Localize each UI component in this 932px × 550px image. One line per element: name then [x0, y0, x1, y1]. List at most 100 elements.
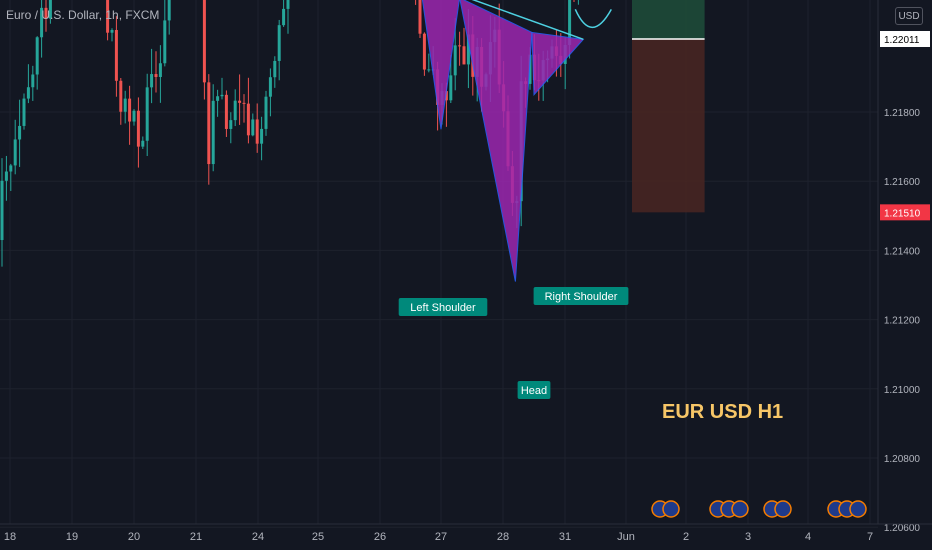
candle-body	[110, 29, 114, 33]
chart-caption: EUR USD H1	[662, 401, 783, 423]
candle-body	[35, 37, 39, 75]
candle-body	[114, 29, 118, 81]
candle-body	[251, 119, 255, 136]
candle-body	[277, 25, 281, 61]
candle-body	[4, 171, 8, 181]
pattern-labels: Left Shoulder Head Right Shoulder EUR USD H…	[398, 287, 783, 423]
candle-body	[462, 46, 466, 65]
y-tick-label: 1.21000	[884, 385, 921, 396]
candle-body	[268, 77, 272, 97]
x-tick-label: 7	[867, 531, 873, 543]
candle-body	[224, 94, 228, 129]
candle-body	[211, 100, 215, 165]
label-right-shoulder: Right Shoulder	[545, 291, 618, 303]
candle-body	[40, 7, 44, 38]
right-shoulder-shape	[531, 31, 585, 96]
candle-body	[255, 119, 259, 144]
x-tick-label: 24	[252, 531, 264, 543]
candle-body	[242, 102, 246, 104]
tag-stop-box	[880, 204, 930, 221]
y-tick-label: 1.21600	[884, 177, 921, 188]
x-tick-label: 19	[66, 531, 78, 543]
grid	[0, 0, 878, 528]
candle-body	[123, 98, 127, 112]
candle-body	[528, 54, 532, 84]
candle-body	[150, 74, 154, 88]
x-tick-label: Jun	[617, 531, 635, 543]
candle-body	[9, 165, 13, 172]
neckline	[471, 0, 584, 41]
x-tick-label: 26	[374, 531, 386, 543]
candle-body	[220, 94, 224, 97]
price-lines	[632, 38, 705, 40]
candle-body	[106, 0, 110, 33]
chart-title: Euro / U.S. Dollar, 1h, FXCM	[6, 8, 160, 22]
head-shape	[459, 0, 533, 282]
candle-body	[141, 140, 145, 147]
x-tick-label: 28	[497, 531, 509, 543]
event-flag-icon	[849, 500, 867, 518]
left-shoulder-shape	[421, 0, 460, 130]
x-tick-label: 2	[683, 531, 689, 543]
candle-body	[282, 8, 286, 26]
candle-body	[233, 100, 237, 121]
x-tick-label: 31	[559, 531, 571, 543]
label-head-box	[517, 381, 551, 399]
candle-body	[286, 0, 290, 9]
candle-body	[18, 125, 22, 140]
label-left-shoulder-box	[398, 298, 488, 316]
candle-body	[119, 80, 123, 112]
tag-stop: 1.21510	[884, 208, 921, 219]
x-tick-label: 27	[435, 531, 447, 543]
candle-body	[202, 0, 206, 83]
candle-body	[0, 180, 4, 241]
candle-body	[163, 20, 167, 64]
candle-body	[158, 63, 162, 77]
y-tick-label: 1.20600	[884, 523, 921, 534]
label-head: Head	[521, 385, 547, 397]
candle-body	[273, 60, 277, 78]
x-tick-label: 4	[805, 531, 811, 543]
x-tick-label: 21	[190, 531, 202, 543]
label-right-shoulder-box	[533, 287, 629, 305]
candle-body	[444, 91, 448, 101]
candle-body	[453, 45, 457, 76]
candle-body	[229, 120, 233, 129]
y-tick-label: 1.20800	[884, 454, 921, 465]
candle-body	[48, 0, 52, 19]
candle-body	[154, 74, 158, 77]
candle-body	[44, 7, 48, 19]
candle-body	[260, 128, 264, 144]
x-tick-label: 18	[4, 531, 16, 543]
candle-body	[246, 103, 250, 136]
candle-body	[238, 100, 242, 103]
x-tick-label: 25	[312, 531, 324, 543]
candle-body	[216, 96, 220, 101]
candle-body	[458, 45, 462, 47]
tag-entry-box	[880, 30, 930, 47]
y-tick-label: 1.21800	[884, 108, 921, 119]
x-tick-label: 20	[128, 531, 140, 543]
candle-body	[449, 75, 453, 101]
currency-button[interactable]: USD	[895, 7, 923, 25]
candle-body	[145, 87, 149, 141]
head-shoulders-pattern	[421, 0, 612, 282]
event-flag-icon	[662, 500, 680, 518]
event-flag-icon	[731, 500, 749, 518]
candle-body	[427, 69, 431, 71]
candle-body	[167, 0, 171, 21]
candle-body	[31, 74, 35, 88]
candle-body	[264, 96, 268, 129]
candle-body	[466, 34, 470, 65]
candle-body	[136, 110, 140, 147]
candle-body	[13, 139, 17, 166]
target-zone	[632, 0, 705, 39]
candle-body	[418, 0, 422, 34]
y-tick-label: 1.21400	[884, 246, 921, 257]
event-flag-icon	[774, 500, 792, 518]
candle-body	[207, 82, 211, 165]
label-left-shoulder: Left Shoulder	[410, 302, 476, 314]
position-zones	[632, 0, 705, 213]
